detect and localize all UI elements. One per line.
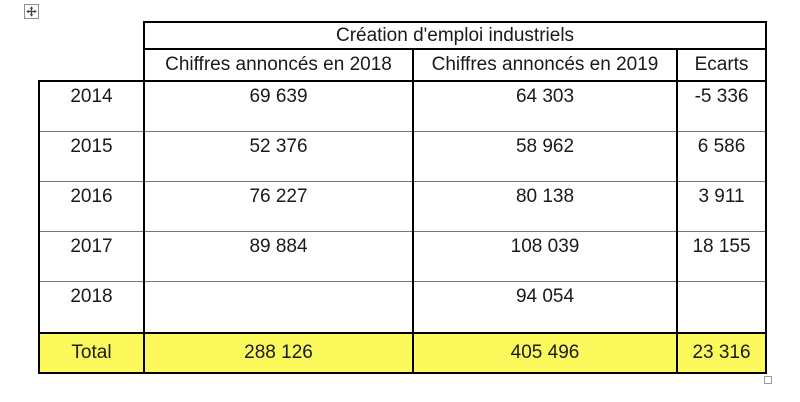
year-cell: 2016 [38, 181, 145, 232]
employment-table: Création d'emploi industriels Chiffres a… [38, 21, 768, 374]
column-header-2018: Chiffres annoncés en 2018 [143, 48, 414, 82]
column-header-2019: Chiffres annoncés en 2019 [412, 48, 678, 82]
column-header-ecarts: Ecarts [675, 48, 768, 82]
table-title-row: Création d'emploi industriels [39, 21, 768, 50]
table-total-row: Total 288 126 405 496 23 316 [38, 332, 768, 374]
value-announced-2018: 52 376 [143, 131, 414, 182]
table-resize-handle[interactable] [764, 376, 772, 384]
total-announced-2018: 288 126 [143, 332, 414, 374]
value-announced-2018: 89 884 [143, 231, 414, 282]
value-announced-2018: 76 227 [143, 181, 414, 232]
value-ecart: 3 911 [675, 181, 768, 232]
year-cell: 2017 [38, 231, 145, 282]
table-row-2016: 2016 76 227 80 138 3 911 [38, 181, 768, 232]
table-move-handle[interactable] [24, 4, 39, 19]
table-corner-spacer [39, 22, 144, 81]
year-cell: 2018 [38, 281, 145, 334]
year-cell: 2014 [38, 80, 145, 132]
move-icon [26, 6, 37, 17]
value-ecart: 18 155 [675, 231, 768, 282]
value-announced-2019: 64 303 [412, 80, 678, 132]
table-row-2014: 2014 69 639 64 303 -5 336 [38, 80, 768, 132]
value-ecart [675, 281, 768, 334]
value-announced-2018: 69 639 [143, 80, 414, 132]
total-ecart: 23 316 [675, 332, 768, 374]
total-label: Total [38, 332, 145, 374]
table-header-row: Chiffres annoncés en 2018 Chiffres annon… [39, 48, 768, 82]
value-announced-2019: 108 039 [412, 231, 678, 282]
value-announced-2019: 80 138 [412, 181, 678, 232]
table-row-2017: 2017 89 884 108 039 18 155 [38, 231, 768, 282]
value-announced-2019: 58 962 [412, 131, 678, 182]
table-title: Création d'emploi industriels [142, 21, 768, 50]
table-row-2018: 2018 94 054 [38, 281, 768, 334]
value-ecart: 6 586 [675, 131, 768, 182]
table-row-2015: 2015 52 376 58 962 6 586 [38, 131, 768, 182]
year-cell: 2015 [38, 131, 145, 182]
total-announced-2019: 405 496 [412, 332, 678, 374]
value-ecart: -5 336 [675, 80, 768, 132]
value-announced-2018 [143, 281, 414, 334]
value-announced-2019: 94 054 [412, 281, 678, 334]
